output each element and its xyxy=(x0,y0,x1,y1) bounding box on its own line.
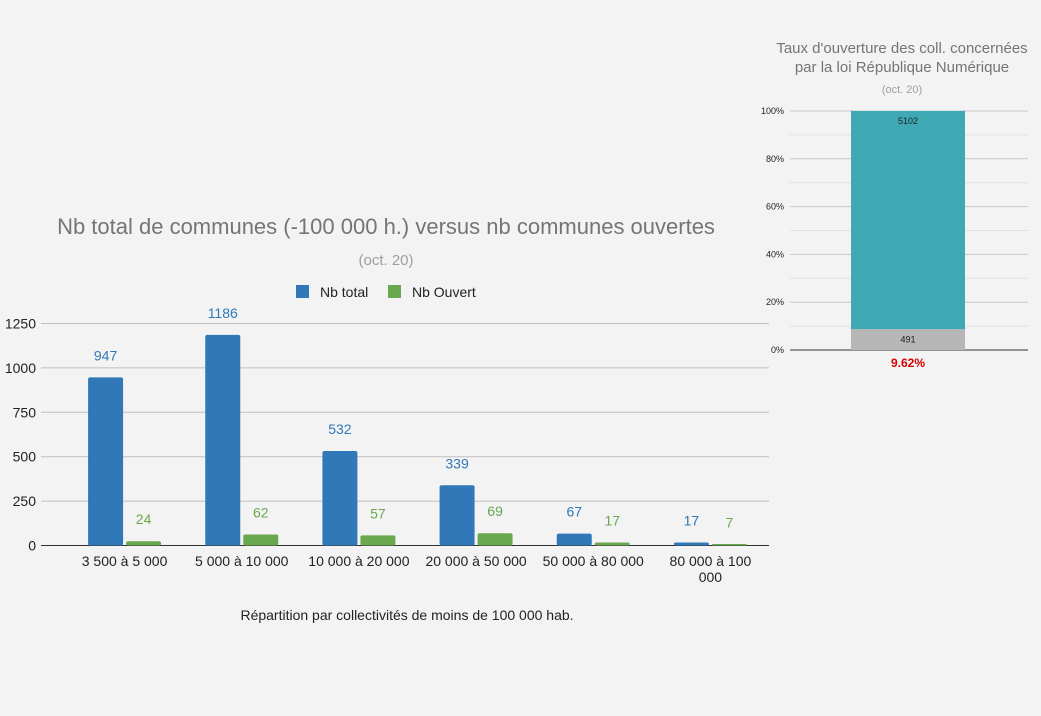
y-tick-label: 250 xyxy=(13,493,37,509)
main-chart-x-axis: 3 500 à 5 000 5 000 à 10 000 10 000 à 20 0… xyxy=(82,553,752,585)
rate-chart-subtitle: (oct. 20) xyxy=(882,84,922,96)
y-tick-label: 1000 xyxy=(5,360,36,376)
bar-value-label: 17 xyxy=(604,512,620,528)
bar-value-label: 1186 xyxy=(208,305,238,321)
y-tick-label: 1250 xyxy=(5,316,36,332)
legend-label: Nb Ouvert xyxy=(412,284,476,300)
bar xyxy=(556,533,592,546)
y-tick-label: 60% xyxy=(766,202,784,212)
y-tick-label: 100% xyxy=(761,106,784,116)
main-chart-legend: Nb total Nb Ouvert xyxy=(296,284,476,300)
bar xyxy=(205,334,241,546)
main-chart-x-axis-title: Répartition par collectivités de moins d… xyxy=(240,607,573,623)
bar-value-label: 532 xyxy=(328,421,352,437)
main-chart-subtitle: (oct. 20) xyxy=(358,252,413,269)
bar-value-label: 17 xyxy=(684,512,700,528)
main-chart-title: Nb total de communes (-100 000 h.) versu… xyxy=(57,214,715,239)
rate-chart-title-line-2: par la loi République Numérique xyxy=(795,59,1009,76)
bar xyxy=(360,535,396,546)
x-tick-label: 000 xyxy=(699,569,723,585)
bar xyxy=(711,544,747,546)
bar xyxy=(477,533,513,546)
bar-value-label: 57 xyxy=(370,505,386,521)
bar-value-label: 24 xyxy=(136,511,152,527)
bar xyxy=(322,451,358,546)
main-chart-bars: 947 24 1186 62 532 57 339 69 67 17 17 7 xyxy=(88,305,747,546)
legend-swatch xyxy=(296,285,309,298)
x-tick-label: 50 000 à 80 000 xyxy=(543,553,644,569)
bar-value-label: 62 xyxy=(253,504,269,520)
y-tick-label: 40% xyxy=(766,249,784,259)
y-tick-label: 750 xyxy=(13,404,37,420)
bar xyxy=(88,377,124,546)
x-tick-label: 20 000 à 50 000 xyxy=(425,553,526,569)
segment-value-label: 491 xyxy=(900,335,915,345)
main-chart-y-axis: 0 250 500 750 1000 1250 xyxy=(5,316,36,554)
bar xyxy=(594,542,630,546)
y-tick-label: 0% xyxy=(771,345,784,355)
bar-value-label: 339 xyxy=(445,455,469,471)
y-tick-label: 500 xyxy=(13,449,37,465)
bar-value-label: 7 xyxy=(726,514,734,530)
bar xyxy=(243,534,279,546)
y-tick-label: 20% xyxy=(766,297,784,307)
rate-chart-title-line-1: Taux d'ouverture des coll. concernées xyxy=(776,40,1027,57)
bar-value-label: 67 xyxy=(566,504,582,520)
legend-label: Nb total xyxy=(320,284,368,300)
bar xyxy=(126,541,162,546)
rate-chart-stacked-bar: 491 5102 xyxy=(851,111,965,350)
y-tick-label: 80% xyxy=(766,154,784,164)
segment-value-label: 5102 xyxy=(898,116,918,126)
stacked-segment xyxy=(851,329,965,350)
main-chart-gridlines xyxy=(41,323,769,546)
x-tick-label: 5 000 à 10 000 xyxy=(195,553,289,569)
y-tick-label: 0 xyxy=(28,538,36,554)
bar xyxy=(439,485,475,546)
x-tick-label: 3 500 à 5 000 xyxy=(82,553,168,569)
x-tick-label: 80 000 à 100 xyxy=(670,553,752,569)
x-tick-label: 10 000 à 20 000 xyxy=(308,553,409,569)
legend-swatch xyxy=(388,285,401,298)
bar xyxy=(673,542,709,546)
rate-chart-y-axis: 0% 20% 40% 60% 80% 100% xyxy=(761,106,784,355)
stacked-segment xyxy=(851,111,965,330)
bar-value-label: 69 xyxy=(487,503,503,519)
rate-chart-percentage-label: 9.62% xyxy=(891,356,925,370)
bar-value-label: 947 xyxy=(94,347,118,363)
